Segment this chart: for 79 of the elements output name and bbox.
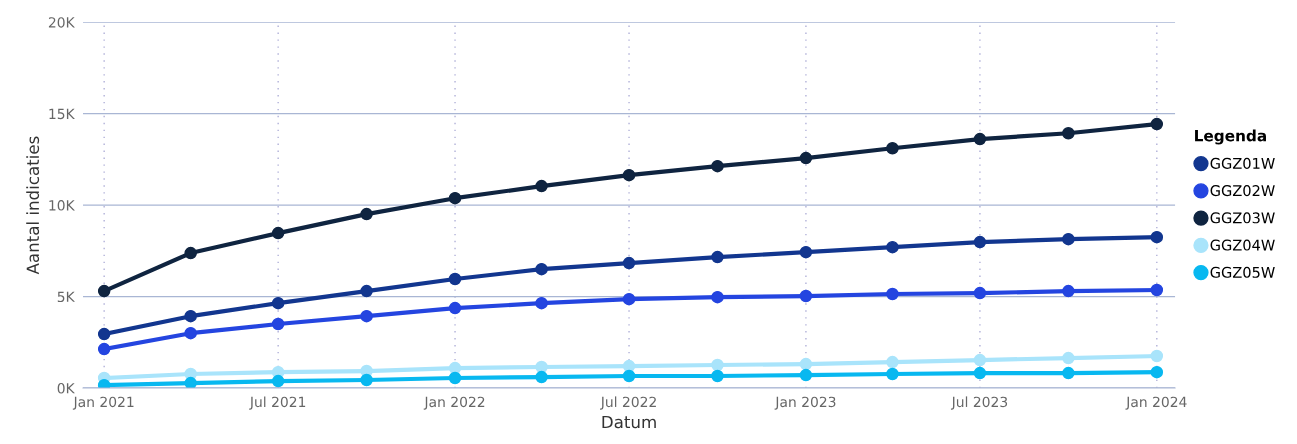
point <box>622 256 636 270</box>
x-tick-label: Jul 2021 <box>249 396 306 410</box>
point <box>973 132 987 146</box>
point <box>711 290 724 304</box>
point <box>184 246 197 260</box>
point <box>1150 365 1164 379</box>
x-tick-label: Jan 2023 <box>774 396 836 410</box>
point <box>1062 232 1075 246</box>
legend-label: GGZ03W <box>1210 212 1275 224</box>
x-axis-title: Datum <box>602 415 656 429</box>
x-tick-label: Jan 2022 <box>423 396 485 410</box>
point <box>184 309 197 323</box>
point <box>1150 117 1164 131</box>
point <box>799 357 813 371</box>
point <box>1062 126 1075 140</box>
point <box>97 284 111 298</box>
point <box>973 286 987 300</box>
point <box>97 342 111 356</box>
point <box>448 191 462 205</box>
point <box>1062 284 1075 298</box>
point <box>535 370 548 384</box>
point <box>271 226 285 240</box>
point <box>711 250 724 264</box>
point <box>271 296 285 310</box>
y-tick-label: 0K <box>57 383 75 394</box>
y-axis-title: Aantal indicaties <box>26 136 40 275</box>
point <box>535 360 548 374</box>
point <box>360 207 373 221</box>
point <box>535 179 548 193</box>
point <box>1150 230 1164 244</box>
point <box>886 367 899 381</box>
legend-label: GGZ05W <box>1210 266 1275 278</box>
point <box>886 287 899 301</box>
x-tick-label: Jul 2022 <box>600 396 656 410</box>
point <box>622 168 636 182</box>
y-tick-label: 10K <box>49 200 75 211</box>
point <box>886 141 899 155</box>
x-tick-label: Jan 2021 <box>72 396 134 410</box>
point <box>711 369 724 383</box>
point <box>799 151 813 165</box>
point <box>622 369 636 383</box>
point <box>711 159 724 173</box>
point <box>448 301 462 315</box>
legend-title: Legenda <box>1195 129 1266 145</box>
point <box>973 353 987 367</box>
point <box>799 368 813 382</box>
point <box>799 289 813 303</box>
x-tick-label: Jul 2023 <box>950 396 1008 410</box>
point <box>448 272 462 286</box>
y-tick-label: 5K <box>57 291 75 303</box>
point <box>535 296 548 310</box>
y-tick-label: 15K <box>49 108 75 120</box>
x-tick-label: Jan 2024 <box>1125 396 1187 410</box>
point <box>1150 283 1164 297</box>
point <box>360 373 373 387</box>
point <box>97 378 111 389</box>
point <box>97 327 111 341</box>
point <box>973 235 987 249</box>
point <box>184 376 197 389</box>
point <box>448 371 462 385</box>
point <box>1150 349 1164 363</box>
point <box>973 366 987 380</box>
point <box>184 326 197 340</box>
point <box>886 355 899 369</box>
point <box>711 358 724 372</box>
point <box>360 309 373 323</box>
point <box>271 317 285 331</box>
point <box>799 245 813 259</box>
legend-label: GGZ04W <box>1210 239 1275 251</box>
legend-label: GGZ01W <box>1210 157 1275 169</box>
y-tick-label: 20K <box>48 17 75 28</box>
point <box>360 284 373 298</box>
legend-label: GGZ02W <box>1210 185 1275 197</box>
point <box>886 240 899 254</box>
point <box>1062 366 1075 380</box>
point <box>622 292 636 306</box>
point <box>271 374 285 388</box>
point <box>1062 351 1075 365</box>
point <box>535 262 548 276</box>
